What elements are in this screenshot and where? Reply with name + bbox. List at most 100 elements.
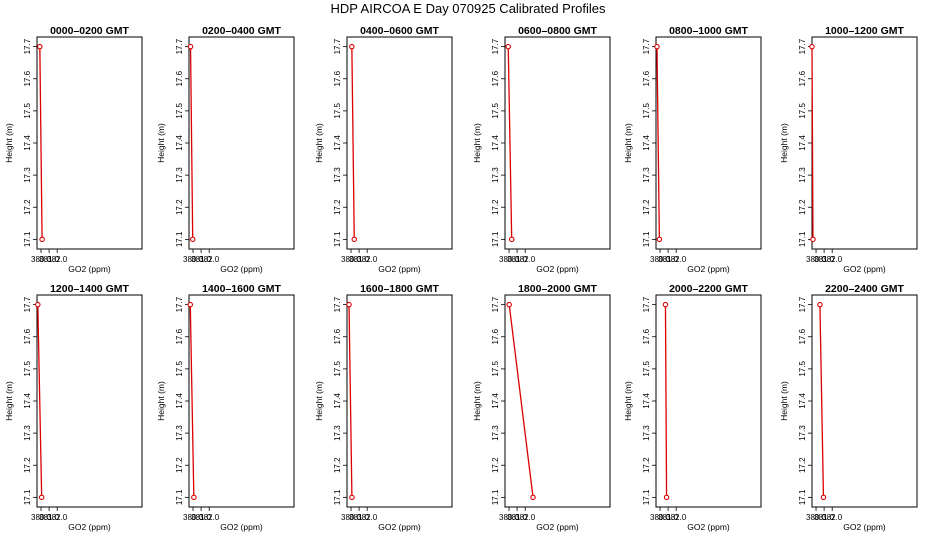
plot-frame	[188, 36, 295, 250]
x-tick-label: 381.0	[39, 513, 60, 522]
data-point	[663, 494, 670, 501]
y-tick-label: 17.4	[491, 393, 500, 409]
plot-frame	[504, 36, 611, 250]
x-tick-label: 382.0	[199, 513, 220, 522]
y-tick-label: 17.1	[333, 231, 342, 247]
y-tick-label: 17.7	[491, 38, 500, 54]
x-tick-label: 380.0	[806, 513, 827, 522]
data-point	[349, 494, 355, 501]
panel-title: 0600–0800 GMT	[518, 25, 597, 37]
y-axis-label: Height (m)	[623, 123, 633, 163]
series-line	[819, 304, 825, 498]
plot-frame	[346, 36, 453, 250]
series-line	[39, 46, 43, 240]
y-tick-label: 17.4	[642, 393, 651, 409]
y-tick-label: 17.5	[23, 361, 32, 377]
x-axis-label: GO2 (ppm)	[843, 264, 886, 274]
y-tick-label: 17.6	[642, 70, 651, 86]
y-tick-label: 17.1	[642, 489, 651, 505]
x-tick-label: 381.0	[814, 255, 835, 264]
panel-title: 0000–0200 GMT	[50, 25, 129, 37]
panel-title: 2200–2400 GMT	[825, 283, 904, 295]
series-line	[37, 304, 43, 498]
x-tick-label: 382.0	[47, 255, 68, 264]
y-tick-label: 17.5	[798, 361, 807, 377]
y-tick-label: 17.4	[333, 135, 342, 151]
y-tick-label: 17.2	[23, 457, 32, 473]
series-line	[508, 304, 534, 498]
y-tick-label: 17.3	[23, 425, 32, 441]
y-tick-label: 17.6	[642, 328, 651, 344]
series-line	[664, 304, 668, 498]
data-point	[662, 301, 669, 308]
data-point	[38, 494, 45, 501]
page-title: HDP AIRCOA E Day 070925 Calibrated Profi…	[330, 1, 606, 16]
x-axis-label: GO2 (ppm)	[220, 264, 263, 274]
panel-title: 0800–1000 GMT	[669, 25, 748, 37]
x-tick-label: 381.0	[507, 513, 528, 522]
y-tick-label: 17.3	[333, 167, 342, 183]
plot-frame	[811, 294, 918, 508]
data-point	[656, 236, 663, 243]
y-axis-label: Height (m)	[623, 381, 633, 421]
x-tick-label: 382.0	[199, 255, 220, 264]
x-tick-label: 381.0	[507, 255, 528, 264]
y-tick-label: 17.3	[491, 167, 500, 183]
y-tick-label: 17.6	[798, 328, 807, 344]
y-tick-label: 17.1	[333, 489, 342, 505]
y-axis-label: Height (m)	[314, 381, 324, 421]
x-tick-label: 382.0	[515, 513, 536, 522]
data-point	[191, 494, 197, 501]
panel-title: 2000–2200 GMT	[669, 283, 748, 295]
data-point	[810, 236, 816, 243]
y-tick-label: 17.2	[642, 457, 651, 473]
x-axis-label: GO2 (ppm)	[68, 522, 111, 532]
y-tick-label: 17.4	[491, 135, 500, 151]
y-tick-label: 17.7	[175, 38, 184, 54]
y-tick-label: 17.4	[23, 393, 32, 409]
x-tick-label: 380.0	[183, 255, 204, 264]
y-tick-label: 17.7	[491, 296, 500, 312]
x-tick-label: 381.0	[814, 513, 835, 522]
data-point	[35, 301, 41, 308]
y-tick-label: 17.5	[333, 103, 342, 119]
y-tick-label: 17.2	[333, 199, 342, 215]
x-tick-label: 381.0	[39, 255, 60, 264]
y-tick-label: 17.1	[175, 489, 184, 505]
data-point	[187, 301, 194, 308]
y-tick-label: 17.5	[23, 103, 32, 119]
y-tick-label: 17.7	[333, 296, 342, 312]
y-axis-label: Height (m)	[156, 123, 166, 163]
series-line	[507, 46, 513, 240]
y-tick-label: 17.6	[491, 70, 500, 86]
plot-frame	[655, 36, 762, 250]
y-tick-label: 17.3	[175, 167, 184, 183]
data-point	[505, 43, 511, 50]
x-axis-label: GO2 (ppm)	[687, 522, 730, 532]
y-tick-label: 17.1	[175, 231, 184, 247]
y-tick-label: 17.3	[333, 425, 342, 441]
y-tick-label: 17.7	[23, 38, 32, 54]
y-tick-label: 17.1	[23, 231, 32, 247]
x-tick-label: 381.0	[658, 513, 679, 522]
panel-title: 0200–0400 GMT	[202, 25, 281, 37]
y-tick-label: 17.4	[333, 393, 342, 409]
x-tick-label: 380.0	[650, 513, 671, 522]
panel-title: 1200–1400 GMT	[50, 283, 129, 295]
x-tick-label: 382.0	[822, 513, 843, 522]
y-tick-label: 17.5	[175, 361, 184, 377]
y-tick-label: 17.6	[491, 328, 500, 344]
y-tick-label: 17.1	[642, 231, 651, 247]
y-tick-label: 17.2	[642, 199, 651, 215]
y-tick-label: 17.3	[798, 425, 807, 441]
y-tick-label: 17.6	[175, 328, 184, 344]
panel-title: 1400–1600 GMT	[202, 283, 281, 295]
y-tick-label: 17.2	[491, 199, 500, 215]
y-tick-label: 17.4	[642, 135, 651, 151]
x-tick-label: 382.0	[357, 255, 378, 264]
x-tick-label: 380.0	[31, 255, 52, 264]
